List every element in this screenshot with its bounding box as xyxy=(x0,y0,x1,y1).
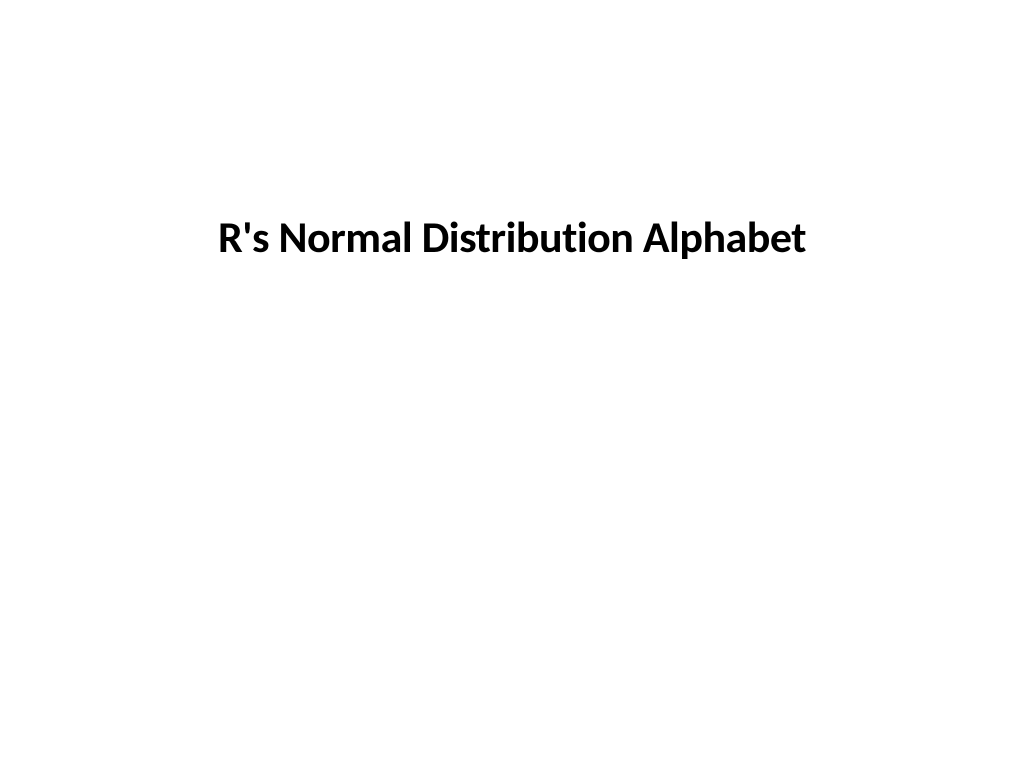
slide-title: R's Normal Distribution Alphabet xyxy=(0,210,1024,264)
